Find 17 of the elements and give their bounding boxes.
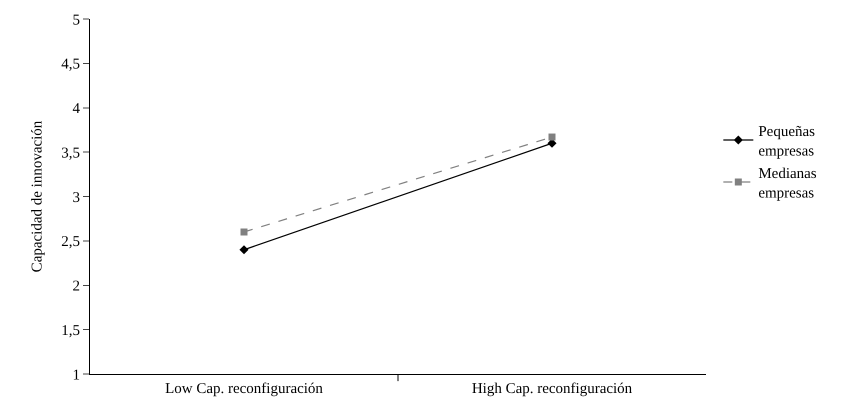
x-tick-label: Low Cap. reconfiguración bbox=[165, 381, 324, 397]
y-tick-label: 4 bbox=[72, 101, 80, 117]
y-tick-label: 2 bbox=[72, 278, 80, 294]
y-tick-label: 1 bbox=[72, 367, 80, 384]
y-tick-label: 3 bbox=[72, 190, 80, 206]
y-axis-title: Capacidad de innovación bbox=[30, 120, 46, 272]
point bbox=[239, 245, 249, 254]
y-tick-label: 2,5 bbox=[61, 234, 80, 250]
y-tick-label: 4,5 bbox=[61, 56, 80, 73]
x-tick-label: High Cap. reconfiguración bbox=[472, 381, 633, 397]
point bbox=[548, 134, 556, 141]
y-tick-label: 3,5 bbox=[61, 145, 80, 162]
y-tick-label: 5 bbox=[72, 12, 80, 28]
y-tick-label: 1,5 bbox=[61, 322, 80, 339]
legend-label: Pequeñas empresas bbox=[758, 124, 816, 160]
legend-label: Medianas empresas bbox=[758, 166, 817, 202]
point bbox=[240, 228, 248, 236]
